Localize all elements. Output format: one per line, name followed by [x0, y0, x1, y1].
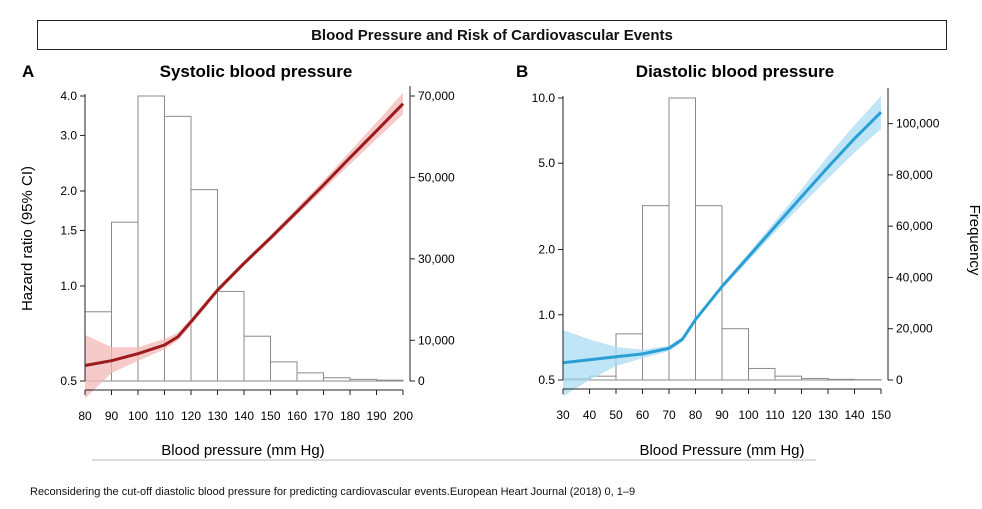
left-y-tick-label: 1.5 [60, 223, 77, 237]
y2-axis-label: Frequency [966, 205, 982, 276]
left-y-tick-label: 10.0 [532, 91, 556, 105]
right-y-tick-label: 50,000 [418, 170, 455, 184]
x-tick-label: 130 [818, 408, 838, 422]
left-y-tick-label: 0.5 [538, 373, 555, 387]
right-y-tick-label: 30,000 [418, 252, 455, 266]
panel-letter: B [516, 62, 528, 81]
histogram-bar [748, 367, 776, 381]
bottom-divider [92, 459, 816, 461]
left-y-tick-label: 1.0 [60, 279, 77, 293]
chart-panel-b: B Diastolic blood pressure 0.5 1.0 2.0 5.0 10.… [516, 62, 982, 459]
x-tick-label: 120 [791, 408, 811, 422]
x-tick-label: 80 [689, 408, 703, 422]
x-tick-label: 140 [234, 409, 254, 423]
histogram-bar [243, 335, 271, 382]
x-tick-label: 90 [715, 408, 729, 422]
x-tick-label: 190 [366, 409, 386, 423]
right-y-tick-label: 0 [896, 373, 903, 387]
x-tick-label: 170 [313, 409, 333, 423]
x-tick-label: 90 [105, 409, 119, 423]
right-y-tick-label: 80,000 [896, 168, 933, 182]
figure-title: Blood Pressure and Risk of Cardiovascula… [37, 20, 947, 50]
x-tick-label: 40 [583, 408, 597, 422]
x-tick-label: 160 [287, 409, 307, 423]
histogram-bar [721, 328, 749, 381]
figure-caption: Reconsidering the cut-off diastolic bloo… [30, 486, 636, 498]
x-tick-label: 130 [207, 409, 227, 423]
x-tick-label: 110 [155, 409, 174, 423]
right-y-tick-label: 0 [418, 374, 425, 388]
x-axis-label: Blood Pressure (mm Hg) [639, 442, 804, 459]
confidence-band [563, 96, 881, 397]
panel-letter: A [22, 62, 34, 81]
histogram-bar [801, 377, 829, 381]
chart-panel-a: A Systolic blood pressure 0.5 1.0 1.5 2.0 3.0 4… [19, 62, 455, 459]
right-y-tick-label: 10,000 [418, 333, 455, 347]
panel-title: Diastolic blood pressure [636, 62, 834, 81]
right-y-tick-label: 40,000 [896, 270, 933, 284]
histogram-bar [349, 378, 377, 382]
x-tick-label: 80 [78, 409, 92, 423]
histogram-bar [827, 378, 855, 381]
histogram-bar [695, 205, 723, 381]
x-tick-label: 30 [556, 408, 570, 422]
right-y-tick-label: 20,000 [896, 322, 933, 336]
figure-canvas: A Systolic blood pressure 0.5 1.0 1.5 2.0 3.0 4… [19, 62, 982, 459]
left-y-tick-label: 2.0 [538, 243, 555, 257]
histogram-bar [376, 379, 404, 382]
histogram-bar [190, 189, 218, 382]
x-tick-label: 180 [340, 409, 360, 423]
histogram-bar [217, 290, 245, 382]
hazard-ratio-line [562, 111, 883, 365]
left-y-tick-label: 4.0 [60, 89, 77, 103]
right-y-tick-label: 100,000 [896, 117, 940, 131]
left-y-tick-label: 0.5 [60, 374, 77, 388]
x-tick-label: 60 [636, 408, 650, 422]
panel-title: Systolic blood pressure [160, 62, 353, 81]
x-tick-label: 100 [738, 408, 758, 422]
hazard-ratio-line [84, 102, 405, 367]
right-y-tick-label: 60,000 [896, 219, 933, 233]
histogram-bar [270, 361, 298, 382]
x-tick-label: 150 [871, 408, 891, 422]
histogram-bar [774, 375, 802, 381]
histogram-bar [137, 95, 165, 382]
x-tick-label: 150 [260, 409, 280, 423]
x-axis-label: Blood pressure (mm Hg) [161, 442, 324, 459]
y-axis-label: Hazard ratio (95% CI) [19, 166, 36, 311]
x-tick-label: 120 [181, 409, 201, 423]
left-y-tick-label: 1.0 [538, 308, 555, 322]
x-tick-label: 200 [393, 409, 413, 423]
x-tick-label: 140 [844, 408, 864, 422]
right-y-tick-label: 70,000 [418, 89, 455, 103]
x-tick-label: 110 [765, 408, 784, 422]
left-y-tick-label: 3.0 [60, 128, 77, 142]
x-tick-label: 50 [609, 408, 623, 422]
histogram-bar [323, 377, 351, 382]
histogram-bar [296, 372, 324, 382]
left-y-tick-label: 5.0 [538, 156, 555, 170]
left-y-tick-label: 2.0 [60, 184, 77, 198]
x-tick-label: 100 [128, 409, 148, 423]
x-tick-label: 70 [662, 408, 676, 422]
confidence-band [85, 92, 403, 399]
